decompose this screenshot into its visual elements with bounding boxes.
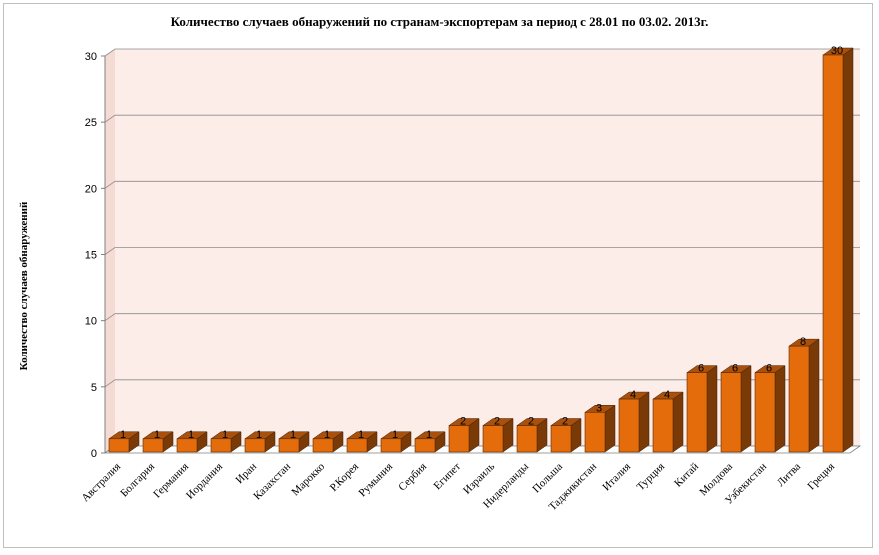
data-label: 8 xyxy=(800,336,806,348)
data-label: 1 xyxy=(256,429,262,441)
category-label: Турция xyxy=(635,461,668,494)
data-label: 2 xyxy=(494,416,500,428)
category-label: Греция xyxy=(805,461,837,493)
y-tick-label: 5 xyxy=(91,382,97,394)
data-label: 1 xyxy=(324,429,330,441)
category-label: Литва xyxy=(775,461,803,489)
data-label: 1 xyxy=(222,429,228,441)
gridline xyxy=(104,48,860,57)
bar xyxy=(312,438,334,453)
bar-side xyxy=(706,365,718,453)
category-label: Италия xyxy=(600,461,633,494)
data-label: 1 xyxy=(426,429,432,441)
category-label: Китай xyxy=(672,461,701,490)
y-tick-label: 20 xyxy=(85,183,97,195)
bar-side xyxy=(774,365,786,453)
bar xyxy=(550,425,572,453)
data-label: 1 xyxy=(154,429,160,441)
category-label: Болгария xyxy=(118,461,157,500)
data-label: 1 xyxy=(358,429,364,441)
data-label: 3 xyxy=(596,402,602,414)
y-tick-label: 10 xyxy=(85,316,97,328)
data-label: 6 xyxy=(766,363,772,375)
category-label: Р.Корея xyxy=(328,461,361,494)
bar-side xyxy=(740,365,752,453)
bar xyxy=(210,438,232,453)
bar xyxy=(686,372,708,453)
bar xyxy=(618,398,640,453)
data-label: 4 xyxy=(630,389,636,401)
y-tick-label: 30 xyxy=(85,51,97,63)
gridline xyxy=(104,114,860,123)
data-label: 1 xyxy=(290,429,296,441)
category-label: Египет xyxy=(432,461,464,493)
data-label: 6 xyxy=(732,363,738,375)
bar-side xyxy=(638,391,650,453)
category-label: Сербия xyxy=(396,461,429,494)
y-tick-label: 25 xyxy=(85,117,97,129)
data-label: 2 xyxy=(528,416,534,428)
bar xyxy=(278,438,300,453)
bar xyxy=(822,54,844,453)
gridline xyxy=(104,313,860,321)
bar xyxy=(346,438,368,453)
data-label: 1 xyxy=(188,429,194,441)
category-label: Казахстан xyxy=(251,461,293,503)
gridline xyxy=(104,379,860,388)
data-label: 2 xyxy=(562,416,568,428)
gridline xyxy=(104,180,860,189)
bar xyxy=(448,425,470,453)
bar-side xyxy=(842,47,854,453)
bar xyxy=(414,438,436,453)
bar xyxy=(652,398,674,453)
data-label: 1 xyxy=(120,429,126,441)
data-label: 4 xyxy=(664,389,670,401)
bar xyxy=(108,438,130,453)
bar xyxy=(720,372,742,453)
data-label: 6 xyxy=(698,363,704,375)
y-tick-label: 15 xyxy=(85,250,97,262)
bar xyxy=(482,425,504,453)
category-label: Австралия xyxy=(79,461,123,505)
category-label: Румыния xyxy=(356,461,395,500)
bar-side xyxy=(672,391,684,453)
gridline xyxy=(104,247,860,255)
bar-side xyxy=(808,338,820,453)
bar xyxy=(176,438,198,453)
bar xyxy=(244,438,266,453)
bar xyxy=(516,425,538,453)
chart-title: Количество случаев обнаружений по страна… xyxy=(170,14,709,29)
bar xyxy=(584,411,606,453)
category-label: Иран xyxy=(234,461,260,487)
data-label: 30 xyxy=(831,45,843,57)
bar xyxy=(788,345,810,453)
data-label: 2 xyxy=(460,416,466,428)
bar xyxy=(142,438,164,453)
data-label: 1 xyxy=(392,429,398,441)
bar-side xyxy=(604,404,616,453)
bar xyxy=(754,372,776,453)
y-tick-label: 0 xyxy=(91,448,97,460)
category-label: Иордания xyxy=(184,461,225,502)
bar xyxy=(380,438,402,453)
category-label: Марокко xyxy=(289,460,327,498)
